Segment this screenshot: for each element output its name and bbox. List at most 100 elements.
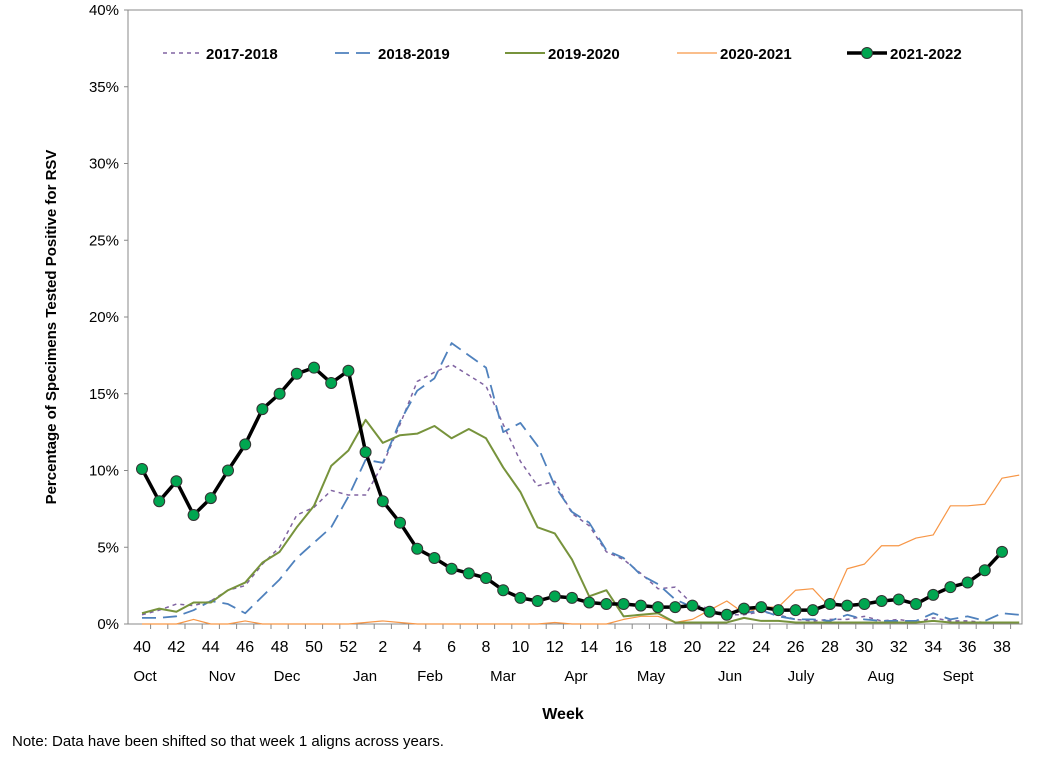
data-point-2021-2022 bbox=[514, 591, 527, 604]
data-point-2021-2022 bbox=[996, 545, 1008, 558]
x-tick-label: 36 bbox=[959, 639, 977, 656]
month-label: Sept bbox=[943, 668, 975, 685]
x-tick-label: 48 bbox=[271, 639, 289, 656]
data-point-2021-2022 bbox=[806, 604, 819, 617]
y-tick-label: 10% bbox=[89, 463, 119, 480]
x-tick-label: 26 bbox=[787, 639, 805, 656]
data-point-2021-2022 bbox=[428, 551, 441, 564]
data-point-2021-2022 bbox=[755, 601, 768, 614]
x-tick-label: 40 bbox=[133, 639, 151, 656]
x-tick-label: 16 bbox=[615, 639, 633, 656]
legend-label: 2020-2021 bbox=[720, 46, 792, 63]
y-tick-label: 20% bbox=[89, 309, 119, 326]
month-label: Mar bbox=[490, 668, 516, 685]
legend-label: 2019-2020 bbox=[548, 46, 620, 63]
legend-label: 2017-2018 bbox=[206, 46, 278, 63]
x-tick-label: 38 bbox=[993, 639, 1011, 656]
data-point-2021-2022 bbox=[910, 598, 922, 611]
series-line-2017-2018 bbox=[141, 363, 1020, 624]
y-tick-label: 5% bbox=[97, 539, 119, 556]
y-tick-label: 40% bbox=[89, 2, 119, 19]
month-label: July bbox=[788, 668, 815, 685]
data-point-2021-2022 bbox=[273, 387, 286, 400]
x-tick-label: 50 bbox=[305, 639, 323, 656]
data-point-2021-2022 bbox=[720, 608, 733, 621]
month-label: Aug bbox=[868, 668, 895, 685]
data-point-2021-2022 bbox=[445, 562, 458, 575]
data-point-2021-2022 bbox=[978, 564, 991, 577]
month-label: Jan bbox=[353, 668, 377, 685]
data-point-2021-2022 bbox=[772, 604, 785, 617]
y-tick-label: 35% bbox=[89, 79, 119, 96]
x-tick-label: 42 bbox=[168, 639, 186, 656]
data-point-2021-2022 bbox=[583, 596, 596, 609]
data-point-2021-2022 bbox=[703, 605, 716, 618]
x-tick-label: 4 bbox=[413, 639, 422, 656]
data-point-2021-2022 bbox=[617, 598, 630, 611]
data-point-2021-2022 bbox=[497, 584, 510, 597]
data-point-2021-2022 bbox=[342, 364, 355, 377]
data-point-2021-2022 bbox=[652, 601, 664, 614]
series-line-2020-2021 bbox=[142, 474, 1020, 625]
legend-label: 2021-2022 bbox=[890, 46, 962, 63]
x-tick-label: 24 bbox=[752, 639, 770, 656]
data-point-2021-2022 bbox=[686, 599, 699, 612]
series-line-2019-2020 bbox=[141, 418, 1020, 624]
data-point-2021-2022 bbox=[738, 602, 750, 615]
data-point-2021-2022 bbox=[308, 361, 320, 374]
data-point-2021-2022 bbox=[187, 509, 200, 522]
data-point-2021-2022 bbox=[204, 492, 217, 505]
x-tick-label: 12 bbox=[546, 639, 564, 656]
data-point-2021-2022 bbox=[256, 403, 269, 416]
data-point-2021-2022 bbox=[170, 475, 183, 488]
x-tick-label: 20 bbox=[684, 639, 702, 656]
data-point-2021-2022 bbox=[531, 594, 544, 607]
data-point-2021-2022 bbox=[669, 601, 682, 614]
x-tick-label: 2 bbox=[378, 639, 387, 656]
x-tick-label: 44 bbox=[202, 639, 220, 656]
data-point-2021-2022 bbox=[892, 593, 905, 606]
y-axis-title: Percentage of Specimens Tested Positive … bbox=[43, 150, 60, 505]
data-point-2021-2022 bbox=[634, 599, 647, 612]
data-point-2021-2022 bbox=[944, 581, 957, 594]
month-label: Dec bbox=[274, 668, 301, 685]
legend-label: 2018-2019 bbox=[378, 46, 450, 63]
data-point-2021-2022 bbox=[858, 598, 871, 611]
month-label: Feb bbox=[417, 668, 443, 685]
x-tick-label: 28 bbox=[821, 639, 839, 656]
legend-marker bbox=[861, 47, 873, 59]
month-label: May bbox=[637, 668, 666, 685]
footnote: Note: Data have been shifted so that wee… bbox=[12, 733, 444, 750]
x-tick-label: 52 bbox=[340, 639, 358, 656]
data-point-2021-2022 bbox=[841, 599, 854, 612]
data-point-2021-2022 bbox=[376, 495, 389, 508]
x-tick-label: 22 bbox=[718, 639, 736, 656]
data-point-2021-2022 bbox=[394, 516, 406, 529]
data-point-2021-2022 bbox=[153, 495, 166, 508]
x-tick-label: 14 bbox=[580, 639, 598, 656]
month-label: Jun bbox=[718, 668, 742, 685]
y-tick-label: 15% bbox=[89, 386, 119, 403]
x-tick-label: 18 bbox=[649, 639, 667, 656]
series-line-2018-2019 bbox=[142, 342, 1020, 622]
series-group bbox=[136, 342, 1020, 625]
data-point-2021-2022 bbox=[566, 591, 578, 604]
data-point-2021-2022 bbox=[222, 464, 234, 477]
y-axis: 0% 5% 10% 15% 20% 25% 30% 35% 40% bbox=[89, 2, 128, 633]
x-tick-label: 8 bbox=[482, 639, 491, 656]
data-point-2021-2022 bbox=[325, 377, 338, 390]
data-point-2021-2022 bbox=[136, 462, 148, 475]
data-point-2021-2022 bbox=[824, 598, 836, 611]
data-point-2021-2022 bbox=[290, 367, 303, 380]
data-point-2021-2022 bbox=[961, 576, 974, 589]
y-tick-label: 0% bbox=[97, 616, 119, 633]
data-point-2021-2022 bbox=[927, 588, 940, 601]
plot-area bbox=[127, 9, 1023, 625]
month-label: Oct bbox=[133, 668, 157, 685]
x-tick-label: 6 bbox=[447, 639, 456, 656]
data-point-2021-2022 bbox=[548, 590, 561, 603]
data-point-2021-2022 bbox=[600, 598, 613, 611]
x-tick-label: 10 bbox=[512, 639, 530, 656]
y-tick-label: 25% bbox=[89, 232, 119, 249]
